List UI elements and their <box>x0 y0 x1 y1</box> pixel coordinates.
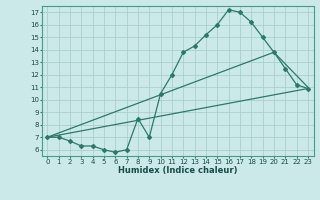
X-axis label: Humidex (Indice chaleur): Humidex (Indice chaleur) <box>118 166 237 175</box>
